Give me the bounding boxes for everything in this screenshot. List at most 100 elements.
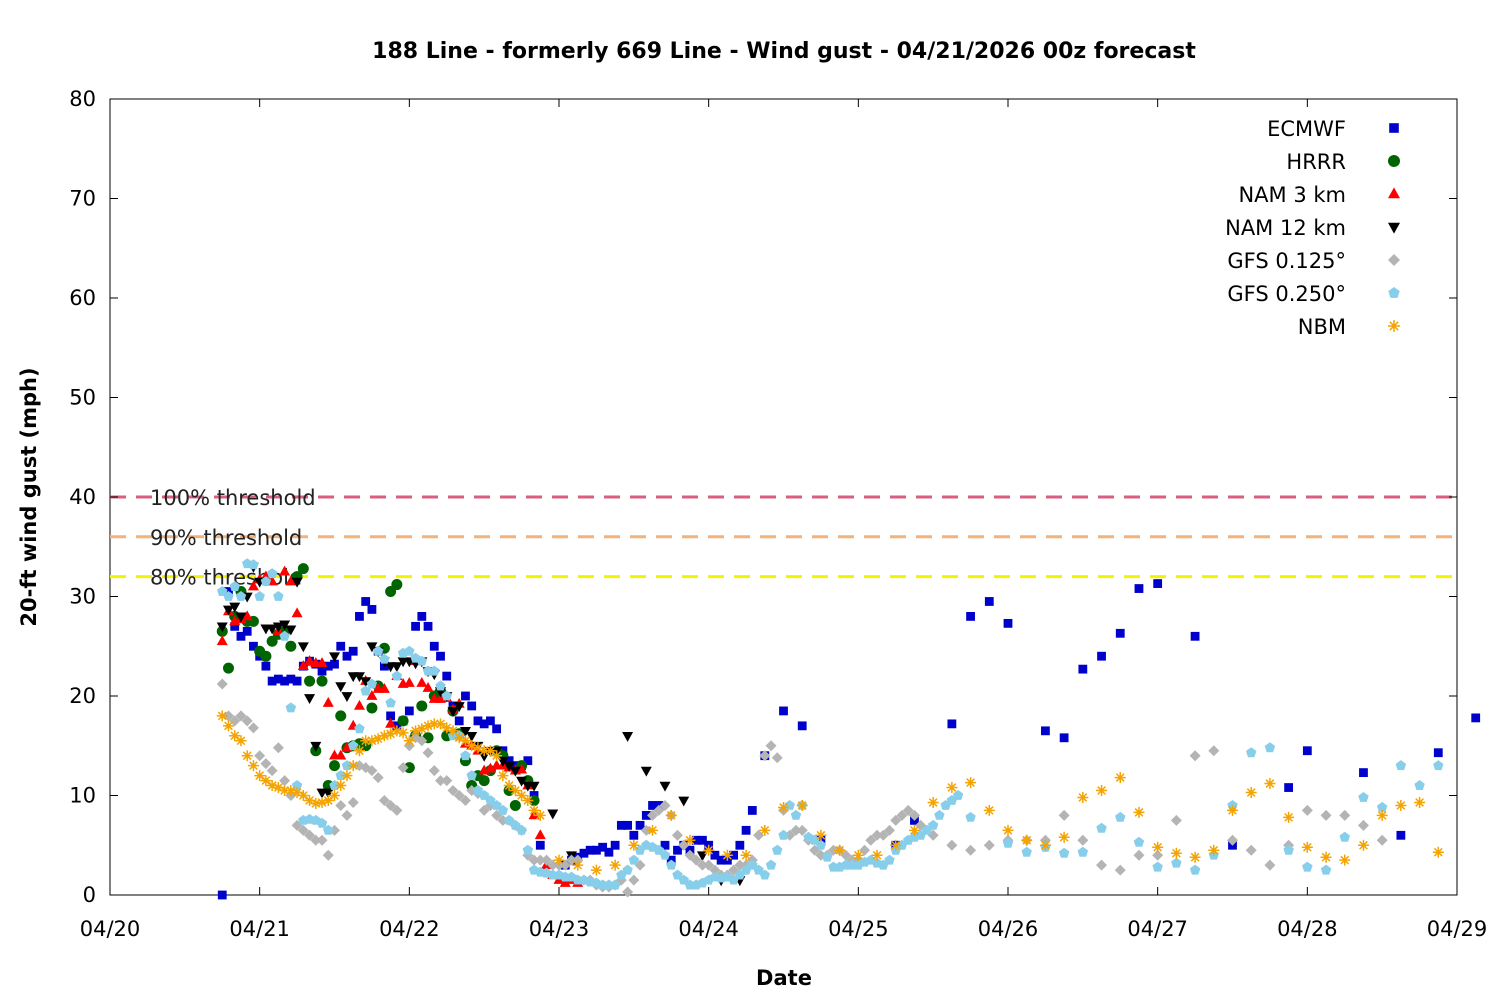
data-point bbox=[509, 799, 521, 811]
data-point bbox=[484, 762, 496, 773]
data-point bbox=[241, 750, 253, 762]
data-point bbox=[1003, 618, 1013, 628]
data-point bbox=[286, 674, 296, 684]
data-point bbox=[266, 624, 278, 635]
data-point bbox=[1376, 809, 1388, 821]
data-point bbox=[640, 766, 652, 777]
data-point bbox=[710, 850, 720, 860]
data-point bbox=[329, 790, 340, 801]
data-point bbox=[509, 785, 521, 797]
data-point bbox=[217, 586, 228, 596]
x-tick-label: 04/21 bbox=[229, 917, 290, 941]
data-point bbox=[796, 824, 808, 836]
legend-marker bbox=[1388, 155, 1400, 167]
data-point bbox=[266, 780, 278, 792]
data-point bbox=[416, 735, 428, 747]
x-tick-label: 04/25 bbox=[828, 917, 889, 941]
data-point bbox=[260, 758, 272, 770]
series-gfs-0-125- bbox=[216, 678, 1388, 898]
data-point bbox=[503, 761, 515, 772]
data-point bbox=[330, 659, 339, 669]
legend-marker bbox=[1388, 287, 1400, 298]
data-point bbox=[447, 725, 459, 737]
data-point bbox=[1115, 811, 1126, 822]
data-point bbox=[598, 842, 608, 852]
y-tick-label: 30 bbox=[69, 585, 96, 609]
data-point bbox=[360, 735, 372, 747]
data-point bbox=[216, 622, 228, 633]
data-point bbox=[984, 597, 994, 606]
data-point bbox=[696, 859, 708, 871]
legend-label: ECMWF bbox=[1267, 117, 1346, 141]
data-point bbox=[672, 869, 683, 880]
data-point bbox=[1358, 792, 1369, 802]
data-point bbox=[859, 844, 871, 856]
data-point bbox=[403, 762, 415, 774]
data-point bbox=[665, 809, 677, 821]
data-point bbox=[609, 859, 621, 871]
data-point bbox=[1283, 844, 1294, 855]
data-point bbox=[1301, 804, 1313, 816]
data-point bbox=[366, 642, 378, 653]
data-point bbox=[523, 756, 533, 766]
y-tick-label: 70 bbox=[69, 187, 96, 211]
data-point bbox=[323, 661, 333, 671]
data-point bbox=[353, 672, 365, 683]
data-point bbox=[429, 665, 440, 676]
data-point bbox=[902, 804, 914, 816]
data-point bbox=[622, 886, 634, 898]
data-point bbox=[779, 706, 788, 716]
data-point bbox=[466, 770, 477, 780]
data-point bbox=[660, 840, 670, 850]
data-point bbox=[316, 817, 328, 828]
data-point bbox=[322, 849, 334, 861]
data-point bbox=[366, 765, 378, 777]
data-point bbox=[590, 864, 602, 876]
data-point bbox=[461, 691, 470, 701]
data-point bbox=[1021, 834, 1033, 846]
data-point bbox=[653, 844, 664, 855]
data-point bbox=[1152, 841, 1164, 853]
data-point bbox=[1170, 814, 1182, 826]
data-point bbox=[329, 760, 340, 772]
data-point bbox=[348, 646, 358, 656]
data-point bbox=[473, 716, 483, 726]
data-point bbox=[217, 890, 227, 900]
data-point bbox=[466, 731, 478, 742]
data-point bbox=[1077, 846, 1089, 857]
data-point bbox=[1283, 811, 1295, 823]
data-point bbox=[478, 775, 490, 787]
data-point bbox=[1339, 831, 1350, 842]
data-point bbox=[391, 804, 403, 816]
data-point bbox=[983, 804, 995, 816]
data-point bbox=[635, 820, 645, 830]
data-point bbox=[516, 776, 528, 787]
x-axis: 04/20 04/21 04/22 04/23 04/24 04/25 04/26 04/27… bbox=[80, 99, 1487, 941]
legend-label: HRRR bbox=[1286, 150, 1346, 174]
data-point bbox=[491, 800, 502, 810]
chart-title: 188 Line - formerly 669 Line - Wind gust… bbox=[372, 39, 1196, 64]
data-point bbox=[877, 829, 889, 841]
data-point bbox=[516, 824, 527, 835]
data-point bbox=[659, 799, 671, 811]
data-point bbox=[491, 750, 503, 762]
data-point bbox=[441, 722, 453, 734]
data-point bbox=[497, 804, 509, 815]
data-point bbox=[628, 874, 640, 886]
data-point bbox=[983, 839, 995, 851]
data-point bbox=[666, 859, 677, 870]
data-point bbox=[247, 722, 259, 734]
legend-marker bbox=[1388, 254, 1400, 266]
data-point bbox=[229, 730, 241, 742]
data-point bbox=[1357, 819, 1369, 831]
data-point bbox=[223, 591, 234, 601]
data-point bbox=[684, 849, 696, 861]
data-point bbox=[304, 829, 316, 841]
x-tick-label: 04/28 bbox=[1277, 917, 1338, 941]
data-point bbox=[896, 809, 908, 821]
data-point bbox=[871, 849, 883, 861]
data-point bbox=[397, 727, 409, 739]
x-tick-label: 04/20 bbox=[80, 917, 141, 941]
data-point bbox=[247, 580, 259, 591]
data-point bbox=[753, 829, 765, 841]
